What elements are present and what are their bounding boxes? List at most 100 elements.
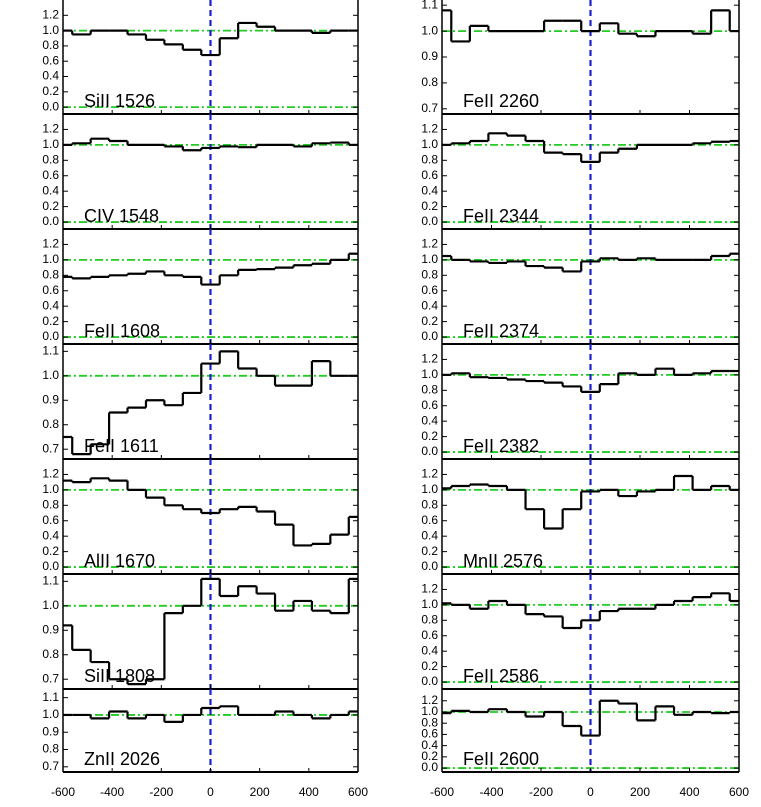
y-tick-label: 0.2 bbox=[421, 544, 438, 558]
y-tick-label: 0.4 bbox=[42, 69, 59, 83]
x-tick-label: 600 bbox=[729, 785, 749, 799]
y-tick-label: 0.4 bbox=[42, 298, 59, 312]
panel-label: FeII 2382 bbox=[463, 436, 539, 456]
y-tick-label: 1.2 bbox=[42, 122, 59, 136]
y-tick-label: 1.0 bbox=[42, 252, 59, 266]
y-tick-label: 0.0 bbox=[42, 559, 59, 573]
y-tick-label: 0.4 bbox=[421, 413, 438, 427]
y-tick-label: 0.8 bbox=[421, 612, 438, 626]
y-tick-label: 1.2 bbox=[421, 467, 438, 481]
y-tick-label: 0.7 bbox=[42, 441, 59, 455]
x-tick-label: 400 bbox=[679, 785, 699, 799]
y-tick-label: 0.8 bbox=[421, 715, 438, 729]
y-tick-label: 1.0 bbox=[42, 368, 59, 382]
y-tick-label: 0.2 bbox=[42, 199, 59, 213]
y-tick-label: 0.8 bbox=[421, 382, 438, 396]
y-tick-label: 0.2 bbox=[421, 314, 438, 328]
y-tick-label: 1.0 bbox=[421, 23, 438, 37]
y-tick-label: 1.0 bbox=[42, 482, 59, 496]
y-tick-label: 1.2 bbox=[421, 582, 438, 596]
x-tick-label: 200 bbox=[630, 785, 650, 799]
y-tick-label: 1.2 bbox=[42, 7, 59, 21]
y-tick-label: 0.6 bbox=[421, 168, 438, 182]
y-tick-label: 0.0 bbox=[42, 214, 59, 228]
y-tick-label: 0.2 bbox=[42, 84, 59, 98]
y-tick-label: 0.6 bbox=[42, 513, 59, 527]
y-tick-label: 1.0 bbox=[421, 252, 438, 266]
y-tick-label: 0.6 bbox=[421, 628, 438, 642]
y-tick-label: 0.0 bbox=[421, 214, 438, 228]
y-tick-label: 0.6 bbox=[42, 53, 59, 67]
panel-label: FeII 2374 bbox=[463, 321, 539, 341]
y-tick-label: 0.4 bbox=[421, 298, 438, 312]
y-tick-label: 0.6 bbox=[421, 513, 438, 527]
y-tick-label: 0.0 bbox=[42, 99, 59, 113]
y-tick-label: 0.4 bbox=[42, 183, 59, 197]
y-tick-label: 0.2 bbox=[421, 429, 438, 443]
y-tick-label: 0.4 bbox=[421, 528, 438, 542]
y-tick-label: 1.0 bbox=[42, 707, 59, 721]
y-tick-label: 1.1 bbox=[42, 690, 59, 704]
y-tick-label: 1.0 bbox=[42, 598, 59, 612]
y-tick-label: 1.1 bbox=[421, 0, 438, 11]
panel-label: AlII 1670 bbox=[84, 551, 155, 571]
panel-label: FeII 2600 bbox=[463, 749, 539, 769]
x-tick-label: -400 bbox=[479, 785, 503, 799]
y-tick-label: 1.1 bbox=[42, 574, 59, 588]
x-tick-label: -200 bbox=[529, 785, 553, 799]
y-tick-label: 1.0 bbox=[421, 482, 438, 496]
panel-label: FeII 2586 bbox=[463, 666, 539, 686]
y-tick-label: 0.2 bbox=[421, 199, 438, 213]
y-tick-label: 1.2 bbox=[421, 352, 438, 366]
y-tick-label: 0.0 bbox=[421, 444, 438, 458]
y-tick-label: 0.9 bbox=[421, 49, 438, 63]
y-tick-label: 0.8 bbox=[42, 742, 59, 756]
y-tick-label: 0.7 bbox=[421, 101, 438, 115]
y-tick-label: 1.2 bbox=[42, 467, 59, 481]
y-tick-label: 0.7 bbox=[42, 671, 59, 685]
y-tick-label: 0.6 bbox=[42, 168, 59, 182]
y-tick-label: 0.8 bbox=[42, 152, 59, 166]
y-tick-label: 0.8 bbox=[421, 497, 438, 511]
y-tick-label: 1.0 bbox=[421, 704, 438, 718]
y-tick-label: 0.8 bbox=[42, 38, 59, 52]
y-tick-label: 0.8 bbox=[421, 75, 438, 89]
y-tick-label: 0.8 bbox=[42, 267, 59, 281]
y-tick-label: 1.1 bbox=[42, 344, 59, 358]
panel-label: SiII 1526 bbox=[84, 91, 155, 111]
panel-label: FeII 1608 bbox=[84, 321, 160, 341]
y-tick-label: 0.4 bbox=[421, 738, 438, 752]
x-tick-label: -600 bbox=[430, 785, 454, 799]
y-tick-label: 0.4 bbox=[42, 528, 59, 542]
y-tick-label: 0.0 bbox=[421, 674, 438, 688]
y-tick-label: 1.0 bbox=[421, 137, 438, 151]
y-tick-label: 1.2 bbox=[421, 122, 438, 136]
y-tick-label: 0.9 bbox=[42, 622, 59, 636]
y-tick-label: 0.4 bbox=[421, 643, 438, 657]
y-tick-label: 0.8 bbox=[421, 152, 438, 166]
panel-label: FeII 2260 bbox=[463, 91, 539, 111]
panel-label: SiII 1808 bbox=[84, 666, 155, 686]
panel-label: ZnII 2026 bbox=[84, 749, 160, 769]
x-tick-label: 600 bbox=[348, 785, 368, 799]
y-tick-label: 0.6 bbox=[421, 283, 438, 297]
y-tick-label: 0.4 bbox=[421, 183, 438, 197]
y-tick-label: 0.2 bbox=[421, 749, 438, 763]
y-tick-label: 0.7 bbox=[42, 759, 59, 773]
panel-label: FeII 2344 bbox=[463, 206, 539, 226]
x-tick-label: -200 bbox=[149, 785, 173, 799]
panel-label: MnII 2576 bbox=[463, 551, 543, 571]
y-tick-label: 0.2 bbox=[421, 659, 438, 673]
y-tick-label: 0.0 bbox=[421, 760, 438, 774]
x-tick-label: 0 bbox=[207, 785, 214, 799]
y-tick-label: 0.9 bbox=[42, 392, 59, 406]
panel-label: FeII 1611 bbox=[84, 436, 159, 456]
x-tick-label: 400 bbox=[299, 785, 319, 799]
x-tick-label: -400 bbox=[100, 785, 124, 799]
y-tick-label: 1.0 bbox=[42, 23, 59, 37]
y-tick-label: 0.6 bbox=[42, 283, 59, 297]
panel-label: CIV 1548 bbox=[84, 206, 159, 226]
y-tick-label: 0.8 bbox=[42, 497, 59, 511]
y-tick-label: 0.6 bbox=[421, 398, 438, 412]
